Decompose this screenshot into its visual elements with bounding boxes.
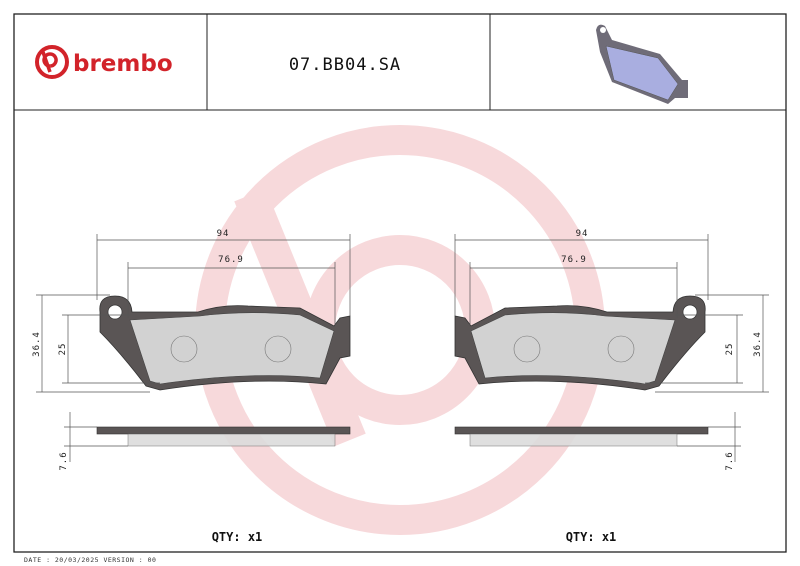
date-version: DATE : 20/03/2025 VERSION : 00: [24, 556, 156, 564]
left-width-overall: 94: [217, 229, 230, 239]
brand-name: brembo: [73, 51, 173, 77]
left-brake-pad-drawing: [35, 233, 351, 463]
right-brake-pad-drawing: [454, 233, 770, 463]
drawing-frame: [13, 13, 787, 553]
left-height-overall: 36.4: [32, 331, 42, 357]
right-qty: QTY: x1: [566, 530, 617, 544]
left-qty: QTY: x1: [212, 530, 263, 544]
brembo-logo: brembo: [35, 45, 173, 79]
right-width-overall: 94: [576, 229, 589, 239]
right-thickness: 7.6: [725, 451, 735, 470]
right-height-overall: 36.4: [753, 331, 763, 357]
brake-pad-thumbnail-icon: [596, 24, 688, 105]
part-number: 07.BB04.SA: [289, 55, 401, 75]
left-thickness: 7.6: [59, 451, 69, 470]
left-height-friction: 25: [58, 343, 68, 356]
left-width-friction: 76.9: [218, 255, 244, 265]
right-height-friction: 25: [725, 343, 735, 356]
right-width-friction: 76.9: [561, 255, 587, 265]
